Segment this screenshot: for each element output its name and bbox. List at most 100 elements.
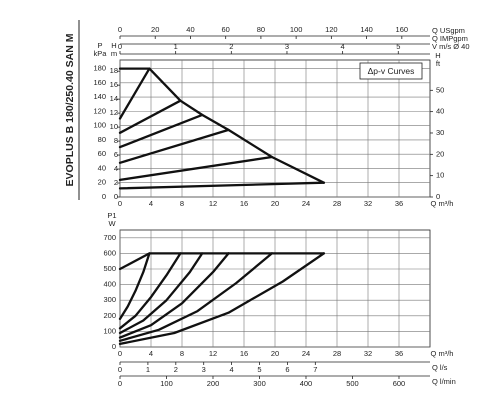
y-axis-label: P — [97, 41, 102, 50]
y3-tick-label: 8 — [114, 136, 118, 145]
y3-tick-label: 6 — [114, 150, 118, 159]
curve — [118, 252, 182, 330]
aux-tick-label: 3 — [202, 365, 206, 374]
y3-tick-label: 10 — [110, 122, 118, 131]
y2-axis-label: ft — [436, 59, 441, 68]
x-tick-label: 4 — [149, 349, 153, 358]
curve — [118, 128, 230, 164]
aux-tick-label: 7 — [313, 365, 317, 374]
aux-tick-label: 5 — [396, 42, 400, 51]
x-tick-label: 36 — [395, 349, 403, 358]
x-tick-label: 0 — [118, 199, 122, 208]
aux-tick-label: 100 — [160, 379, 173, 388]
aux-tick-label: 0 — [118, 25, 122, 34]
y-tick-label: 0 — [102, 192, 106, 201]
aux-axis-label: Q USgpm — [432, 26, 465, 35]
x-tick-label: 32 — [364, 349, 372, 358]
x-tick-label: 0 — [118, 349, 122, 358]
aux-tick-label: 40 — [186, 25, 194, 34]
x-tick-label: 24 — [302, 199, 310, 208]
curve — [118, 252, 230, 339]
x-tick-label: 4 — [149, 199, 153, 208]
y2-tick-label: 50 — [436, 85, 444, 94]
y2-tick-label: 30 — [436, 128, 444, 137]
x-tick-label: 28 — [333, 199, 341, 208]
y3-tick-label: 18 — [110, 66, 118, 75]
y3-tick-label: 16 — [110, 80, 118, 89]
x-tick-label: 36 — [395, 199, 403, 208]
aux-tick-label: 80 — [257, 25, 265, 34]
y-tick-label: 120 — [93, 106, 106, 115]
aux-axis-label: Q l/s — [432, 363, 448, 372]
y-tick-label: 100 — [103, 326, 116, 335]
y-tick-label: 140 — [93, 92, 106, 101]
y3-axis-label: H — [111, 41, 116, 50]
annotation: Δp-v Curves — [368, 66, 415, 76]
y2-tick-label: 10 — [436, 171, 444, 180]
x-axis-label: Q m³/h — [431, 199, 454, 208]
y2-tick-label: 20 — [436, 149, 444, 158]
aux-tick-label: 2 — [229, 42, 233, 51]
y3-tick-label: 4 — [114, 164, 118, 173]
y-axis-label: kPa — [94, 49, 108, 58]
y3-axis-label: m — [111, 49, 117, 58]
aux-tick-label: 500 — [346, 379, 359, 388]
curve — [118, 181, 325, 190]
aux-tick-label: 4 — [230, 365, 234, 374]
y-tick-label: 80 — [98, 135, 106, 144]
curve — [118, 252, 325, 346]
curve — [118, 113, 204, 149]
aux-tick-label: 4 — [341, 42, 345, 51]
x-tick-label: 20 — [271, 199, 279, 208]
aux-tick-label: 140 — [360, 25, 373, 34]
y-tick-label: 700 — [103, 233, 116, 242]
x-tick-label: 20 — [271, 349, 279, 358]
y-tick-label: 400 — [103, 280, 116, 289]
y-tick-label: 300 — [103, 295, 116, 304]
y-axis-label: P1 — [107, 211, 116, 220]
x-tick-label: 8 — [180, 349, 184, 358]
y-tick-label: 600 — [103, 248, 116, 257]
y-tick-label: 160 — [93, 78, 106, 87]
y-tick-label: 20 — [98, 178, 106, 187]
y3-tick-label: 14 — [110, 94, 118, 103]
x-tick-label: 12 — [209, 199, 217, 208]
aux-tick-label: 300 — [253, 379, 266, 388]
aux-tick-label: 0 — [118, 42, 122, 51]
y-axis-label: W — [108, 219, 116, 228]
aux-tick-label: 60 — [222, 25, 230, 34]
y3-tick-label: 12 — [110, 108, 118, 117]
x-axis-label: Q m³/h — [431, 349, 454, 358]
y-tick-label: 500 — [103, 264, 116, 273]
aux-tick-label: 400 — [300, 379, 313, 388]
legend-box — [359, 62, 423, 80]
aux-tick-label: 100 — [290, 25, 303, 34]
curve — [118, 252, 274, 342]
x-tick-label: 24 — [302, 349, 310, 358]
x-tick-label: 12 — [209, 349, 217, 358]
y-tick-label: 0 — [112, 342, 116, 351]
y2-axis-label: H — [435, 51, 440, 60]
curve — [118, 67, 151, 120]
aux-tick-label: 160 — [396, 25, 409, 34]
y2-tick-label: 0 — [436, 192, 440, 201]
y-tick-label: 60 — [98, 149, 106, 158]
curve — [118, 252, 151, 321]
aux-tick-label: 5 — [257, 365, 261, 374]
aux-tick-label: 2 — [174, 365, 178, 374]
x-tick-label: 32 — [364, 199, 372, 208]
curve — [118, 99, 182, 134]
aux-tick-label: 0 — [118, 365, 122, 374]
aux-tick-label: 1 — [174, 42, 178, 51]
aux-tick-label: 600 — [393, 379, 406, 388]
side-label: EVOPLUS B 180/250.40 SAN M — [64, 33, 76, 186]
curve — [118, 252, 204, 335]
x-tick-label: 8 — [180, 199, 184, 208]
aux-tick-label: 3 — [285, 42, 289, 51]
y-tick-label: 100 — [93, 121, 106, 130]
y2-tick-label: 40 — [436, 107, 444, 116]
aux-tick-label: 200 — [207, 379, 220, 388]
curve — [118, 155, 274, 182]
x-tick-label: 16 — [240, 199, 248, 208]
